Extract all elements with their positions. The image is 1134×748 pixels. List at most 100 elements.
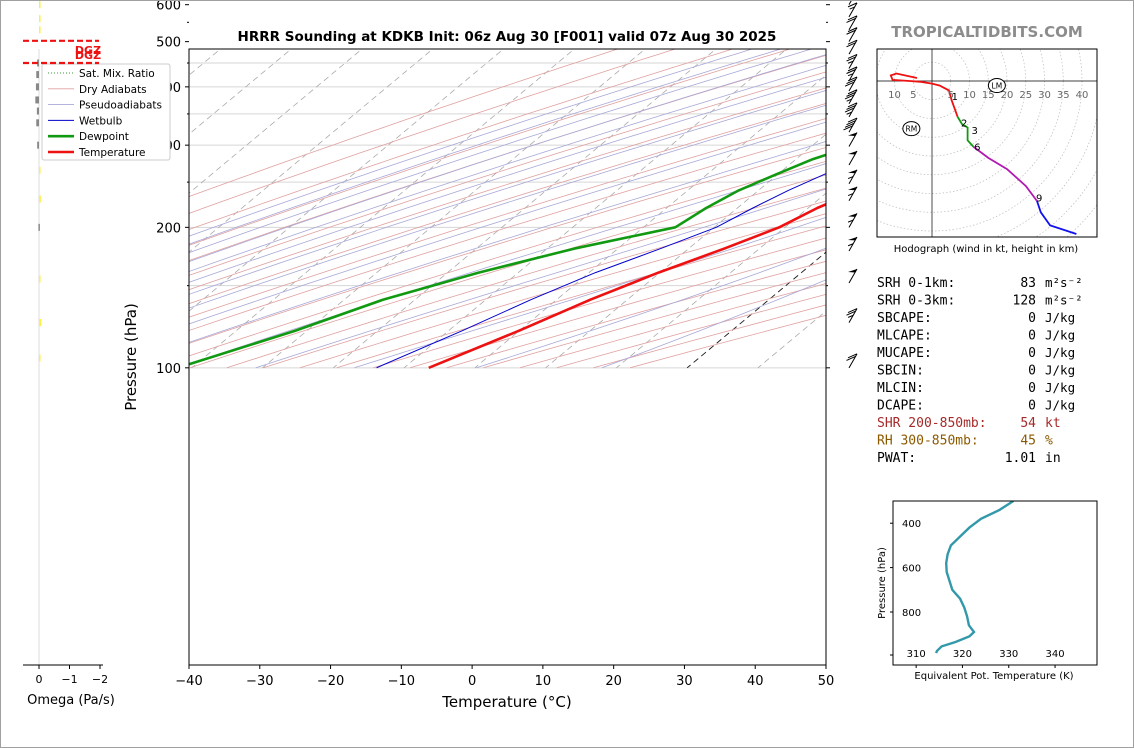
omega-bar [36,119,39,127]
y-tick-label: 600 [156,1,181,14]
pseudoadiabat-line [189,49,813,254]
stat-value: 83 [1020,276,1036,291]
stat-label: SBCIN: [877,364,924,379]
wind-barb [848,150,858,166]
wind-barb [847,213,858,228]
hodo-ring-label: 30 [1038,90,1051,101]
stat-unit: J/kg [1045,398,1075,413]
mixing-ratio-line [1099,1,1133,42]
isotherm-line [900,1,1133,368]
x-tick-label: −20 [317,674,344,689]
theta-x-tick-label: 310 [907,649,926,660]
omega-bar [39,195,41,203]
barb-half [846,111,852,115]
theta-frame [892,500,1098,666]
barb-staff [848,39,858,55]
isotherm-line [189,49,363,194]
main-plot-area: 1246810131620243036 [189,1,1133,370]
omega-bar [37,141,39,149]
barb-full [844,107,855,113]
hodo-ring-label: 25 [1019,90,1032,101]
dry-adiabat-line [189,174,826,369]
theta-y-axis-label: Pressure (hPa) [877,547,888,619]
dry-adiabat-line [226,187,826,369]
hodo-height-label: 1 [952,92,958,103]
hodo-rm-label: RM [906,125,918,134]
hodo-ring-label: 40 [1076,90,1089,101]
isotherm-line [1112,1,1133,368]
barb-half [847,176,854,179]
legend-label: Wetbulb [79,115,123,127]
wind-barb [846,15,858,31]
x-axis-label: Temperature (°C) [441,693,571,711]
hodo-ring [1093,233,1097,237]
wind-barb [847,2,858,18]
stat-value: 54 [1020,416,1036,431]
theta-y-tick-label: 400 [902,519,921,530]
barb-full [844,122,855,128]
barb-staff [848,102,858,118]
stat-label: SBCAPE: [877,311,932,326]
barb-full [846,79,856,85]
isotherm-minus20-line [686,251,826,369]
wind-barb [846,39,858,55]
stat-label: MUCAPE: [877,346,932,361]
hodo-height-label: 2 [961,118,967,129]
omega-bar [39,319,42,327]
isotherm-line [189,49,505,312]
barb-full [847,27,858,33]
stat-row: RH 300-850mb: 45% [877,434,1053,449]
barb-full [847,102,858,108]
parameters-panel: SRH 0-1km: 83 m²s⁻² SRH 0-3km: 128 m²s⁻² SBCAP… [877,275,1083,466]
omega-axis-label: Omega (Pa/s) [27,693,115,708]
hodo-trace [956,116,974,148]
wind-barb [846,308,858,323]
barb-staff [848,1,852,5]
stat-row: SBCIN: 0 J/kg [877,363,1075,379]
stat-value: 0 [1028,346,1036,361]
omega-bar [36,107,39,115]
x-tick-label: −30 [246,674,273,689]
wind-barb [848,268,858,284]
stat-label: MLCIN: [877,381,924,396]
barb-staff [848,89,858,105]
hodo-height-label: 3 [971,126,977,137]
wind-barb [843,117,858,133]
omega-bar [39,1,41,9]
hodo-ring-label: 10 [963,90,976,101]
legend-label: Pseudoadiabats [79,100,162,112]
stat-unit: % [1045,434,1053,449]
barb-flag [848,169,857,174]
barb-staff [848,27,858,42]
omega-bar [39,354,41,362]
y-tick-label: 200 [156,221,181,236]
wind-barb [848,1,852,5]
omega-bar [39,275,41,283]
omega-tick-label: −1 [61,673,77,686]
barb-full [846,310,856,316]
omega-bar [39,26,41,34]
stat-value: 1.01 [1005,451,1036,466]
hodo-ring-label: 5 [948,90,954,101]
y-tick-label: 100 [156,362,181,377]
omega-bar [35,83,39,91]
legend: Sat. Mix. Ratio Dry Adiabats Pseudoadiabat… [41,63,171,161]
omega-bar [37,59,39,67]
hodo-rm-marker [902,121,921,137]
stat-value: 128 [1013,294,1036,309]
stat-unit: kt [1045,416,1061,431]
stat-unit: m²s⁻² [1045,293,1083,308]
stat-value: 0 [1028,399,1036,414]
stat-unit: J/kg [1045,380,1075,395]
barb-flag [848,132,857,137]
barb-full [847,117,858,123]
dgz-label: DGZ [75,44,101,57]
barb-full [847,54,858,59]
stat-unit: in [1045,451,1061,466]
omega-bar [35,96,39,104]
wind-barb [847,169,858,184]
dry-adiabat-line [189,87,826,291]
hodo-ring-label-left: 5 [910,90,916,101]
